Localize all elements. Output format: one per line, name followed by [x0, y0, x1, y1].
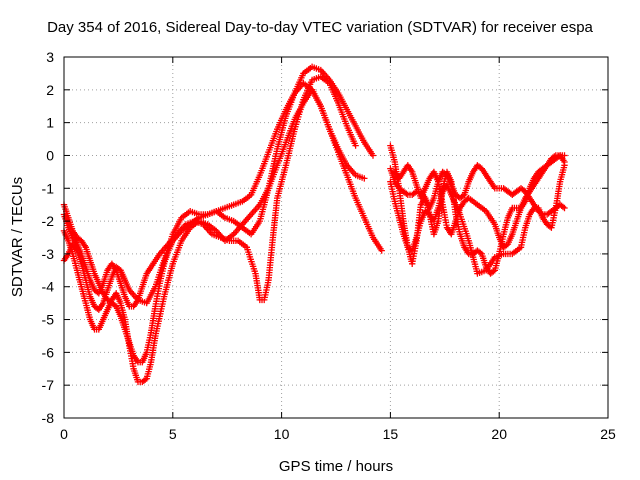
data-series	[60, 63, 377, 313]
plot-frame	[63, 56, 609, 419]
y-tick-label: -1	[42, 180, 55, 196]
y-tick-label: -7	[42, 377, 55, 393]
y-tick-label: -4	[42, 279, 55, 295]
y-axis-label: SDTVAR / TECUs	[9, 177, 26, 297]
x-tick-label: 5	[169, 426, 177, 442]
data-point	[378, 247, 385, 254]
y-tick-label: -5	[42, 312, 55, 328]
x-tick-label: 10	[274, 426, 290, 442]
x-tick-label: 15	[383, 426, 399, 442]
data-point	[561, 204, 568, 212]
y-tick-label: -6	[42, 344, 55, 360]
x-axis-label: GPS time / hours	[279, 458, 393, 475]
data-point	[369, 152, 377, 159]
x-tick-label: 20	[491, 426, 507, 442]
y-tick-label: -8	[42, 410, 55, 426]
data-point	[352, 142, 359, 149]
data-marks	[60, 63, 568, 386]
y-tick-label: -2	[42, 213, 55, 229]
grid	[64, 57, 608, 418]
y-tick-label: 0	[46, 147, 54, 163]
data-point	[403, 190, 410, 197]
data-point	[561, 158, 568, 166]
y-tick-label: -3	[42, 246, 55, 262]
y-tick-label: 3	[46, 49, 54, 65]
data-series	[387, 162, 568, 277]
x-tick-label: 25	[600, 426, 616, 442]
axis-ticks: 0 5 10 15 20 25 -8 -7 -6 -5 -4 -3 -2 -1 0 1 2 3	[42, 49, 616, 442]
data-series	[391, 152, 568, 251]
data-point	[490, 268, 497, 275]
x-tick-label: 0	[60, 426, 68, 442]
data-point	[361, 175, 368, 182]
y-tick-label: 1	[46, 115, 54, 131]
data-point	[411, 189, 419, 196]
y-tick-label: 2	[46, 82, 54, 98]
data-series	[60, 86, 368, 386]
chart-title: Day 354 of 2016, Sidereal Day-to-day VTE…	[47, 19, 593, 36]
data-series	[60, 73, 359, 310]
